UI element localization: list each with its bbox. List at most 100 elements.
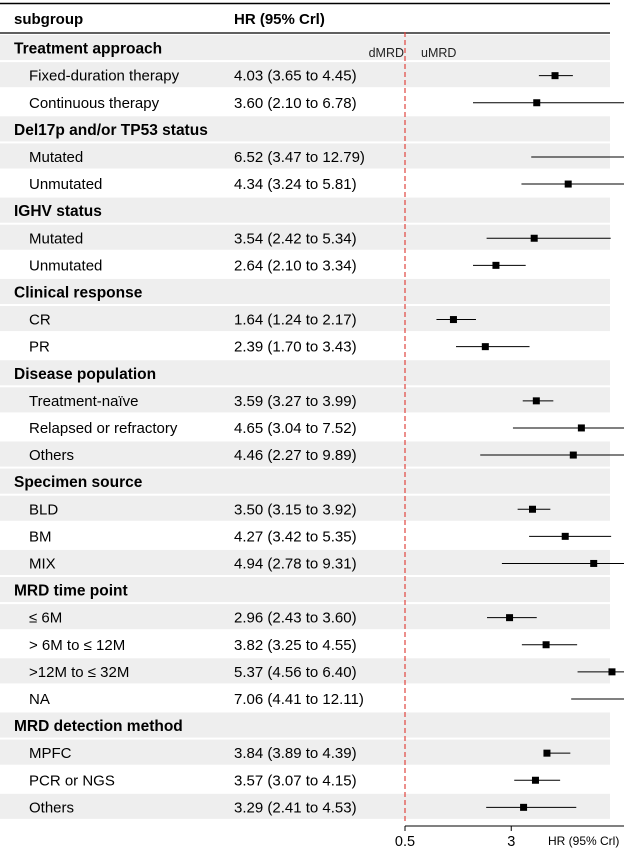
group-band — [0, 35, 610, 61]
subgroup-label: Fixed-duration therapy — [29, 68, 180, 85]
x-axis: 0.5369HR (95% Crl) — [395, 825, 624, 849]
subgroup-label: MIX — [29, 555, 56, 572]
point-estimate — [531, 776, 539, 784]
row-band — [0, 333, 610, 359]
row-band — [0, 766, 610, 792]
group-label: Treatment approach — [14, 41, 162, 58]
point-estimate — [520, 803, 528, 811]
subgroup-label: BM — [29, 528, 52, 545]
hr-value: 3.29 (2.41 to 4.53) — [234, 799, 357, 816]
group-band — [0, 197, 610, 223]
group-label: Clinical response — [14, 284, 143, 301]
hr-value: 2.64 (2.10 to 3.34) — [234, 257, 357, 274]
hr-value: 4.27 (3.42 to 5.35) — [234, 528, 357, 545]
hr-column-header: HR (95% Crl) — [234, 11, 325, 28]
hr-value: 4.46 (2.27 to 9.89) — [234, 447, 357, 464]
point-estimate — [449, 316, 457, 324]
row-band — [0, 62, 610, 88]
row-bands — [0, 35, 610, 819]
subgroup-label: BLD — [29, 501, 58, 518]
umrd-zone-label: uMRD — [421, 46, 456, 60]
point-estimate — [533, 99, 541, 107]
point-estimate — [590, 559, 598, 567]
point-estimate — [530, 234, 538, 242]
row-band — [0, 387, 610, 413]
subgroup-label: Others — [29, 799, 74, 816]
row-band — [0, 495, 610, 521]
row-band — [0, 306, 610, 332]
subgroup-label: > 6M to ≤ 12M — [29, 637, 125, 654]
row-band — [0, 441, 610, 467]
group-band — [0, 577, 610, 603]
point-estimate — [506, 614, 514, 622]
hr-value: 2.96 (2.43 to 3.60) — [234, 610, 357, 627]
subgroup-label: Unmutated — [29, 257, 102, 274]
subgroup-label: PR — [29, 339, 50, 356]
group-label: MRD detection method — [14, 718, 183, 735]
point-estimate — [564, 180, 572, 188]
subgroup-label: Continuous therapy — [29, 95, 160, 112]
hr-value: 4.34 (3.24 to 5.81) — [234, 176, 357, 193]
hr-value: 3.59 (3.27 to 3.99) — [234, 393, 357, 410]
row-band — [0, 793, 610, 819]
subgroup-label: Relapsed or refractory — [29, 420, 178, 437]
group-band — [0, 712, 610, 738]
hr-value: 4.94 (2.78 to 9.31) — [234, 555, 357, 572]
row-band — [0, 414, 610, 440]
hr-value: 4.65 (3.04 to 7.52) — [234, 420, 357, 437]
group-band — [0, 360, 610, 386]
hr-value: 3.50 (3.15 to 3.92) — [234, 501, 357, 518]
point-estimate — [569, 451, 577, 459]
hr-value: 3.60 (2.10 to 6.78) — [234, 95, 357, 112]
subgroup-label: NA — [29, 691, 50, 708]
hr-value: 3.84 (3.89 to 4.39) — [234, 745, 357, 762]
point-estimate — [532, 397, 540, 405]
hr-value: 2.39 (1.70 to 3.43) — [234, 339, 357, 356]
subgroup-label: >12M to ≤ 32M — [29, 664, 129, 681]
group-band — [0, 468, 610, 494]
row-band — [0, 739, 610, 765]
subgroup-column-header: subgroup — [14, 11, 83, 28]
point-estimate — [551, 72, 559, 80]
subgroup-label: Mutated — [29, 149, 83, 166]
row-band — [0, 143, 610, 169]
point-estimate — [577, 424, 585, 432]
point-estimate — [529, 505, 536, 513]
row-band — [0, 170, 610, 196]
group-label: Disease population — [14, 366, 156, 383]
subgroup-label: ≤ 6M — [29, 610, 62, 627]
subgroup-label: CR — [29, 312, 51, 329]
forest-rows: Treatment approach Fixed-duration therapy… — [14, 41, 624, 816]
hr-value: 4.03 (3.65 to 4.45) — [234, 68, 357, 85]
group-label: Specimen source — [14, 474, 143, 491]
point-estimate — [492, 261, 500, 269]
row-band — [0, 89, 610, 115]
point-estimate — [542, 641, 550, 649]
group-label: IGHV status — [14, 203, 102, 220]
hr-value: 7.06 (4.41 to 12.11) — [234, 691, 364, 708]
hr-value: 1.64 (1.24 to 2.17) — [234, 312, 357, 329]
row-band — [0, 658, 610, 684]
x-axis-title: HR (95% Crl) — [548, 834, 619, 848]
group-label: Del17p and/or TP53 status — [14, 122, 208, 139]
hr-value: 3.57 (3.07 to 4.15) — [234, 772, 357, 789]
row-band — [0, 549, 610, 575]
dmrd-zone-label: dMRD — [369, 46, 404, 60]
group-label: MRD time point — [14, 583, 128, 600]
point-estimate — [543, 749, 551, 757]
point-estimate — [561, 532, 569, 540]
group-band — [0, 278, 610, 304]
hr-value: 3.54 (2.42 to 5.34) — [234, 230, 357, 247]
group-band — [0, 116, 610, 142]
row-band — [0, 631, 610, 657]
x-tick-label: 0.5 — [395, 834, 415, 849]
subgroup-label: PCR or NGS — [29, 772, 115, 789]
subgroup-label: MPFC — [29, 745, 72, 762]
row-band — [0, 224, 610, 250]
hr-value: 5.37 (4.56 to 6.40) — [234, 664, 357, 681]
subgroup-label: Unmutated — [29, 176, 102, 193]
hr-value: 6.52 (3.47 to 12.79) — [234, 149, 365, 166]
hr-value: 3.82 (3.25 to 4.55) — [234, 637, 357, 654]
row-band — [0, 685, 610, 711]
